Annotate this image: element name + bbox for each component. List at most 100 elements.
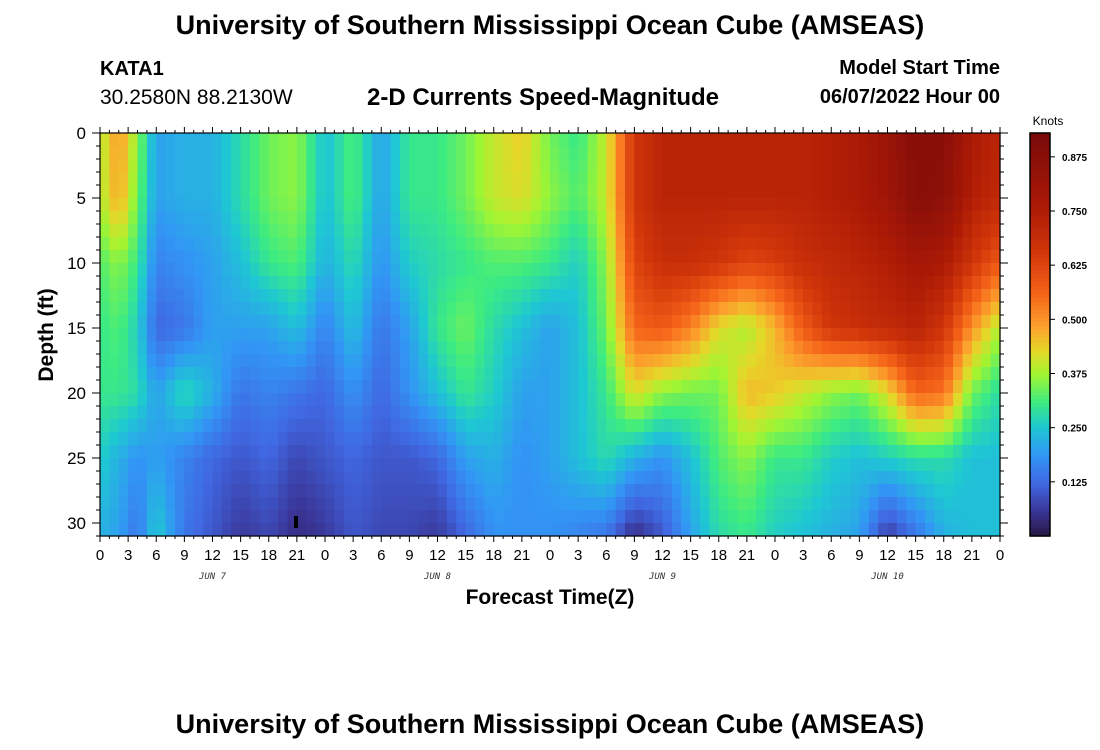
heatmap-cell — [531, 211, 542, 225]
heatmap-cell — [400, 185, 410, 199]
heatmap-cell — [268, 367, 279, 381]
heatmap-cell — [821, 289, 832, 303]
heatmap-cell — [681, 159, 692, 173]
heatmap-cell — [681, 237, 692, 251]
heatmap-cell — [709, 328, 720, 342]
heatmap-cell — [953, 419, 964, 433]
heatmap-cell — [934, 185, 945, 199]
heatmap-cell — [409, 328, 420, 342]
heatmap-cell — [634, 471, 645, 485]
x-tick-label: 12 — [654, 547, 671, 564]
heatmap-cell — [259, 367, 270, 381]
heatmap-cell — [925, 185, 935, 199]
heatmap-cell — [146, 224, 157, 238]
heatmap-cell — [793, 211, 804, 225]
heatmap-cell — [831, 289, 842, 303]
heatmap-cell — [990, 237, 1001, 251]
heatmap-cell — [165, 510, 176, 524]
heatmap-cell — [287, 432, 298, 446]
heatmap-cell — [184, 393, 195, 407]
heatmap-cell — [503, 172, 514, 186]
heatmap-cell — [325, 289, 335, 303]
heatmap-cell — [850, 224, 860, 238]
heatmap-cell — [793, 263, 804, 277]
heatmap-cell — [353, 380, 364, 394]
heatmap-cell — [784, 146, 795, 160]
heatmap-cell — [465, 354, 476, 368]
heatmap-cell — [137, 263, 148, 277]
heatmap-cell — [184, 354, 195, 368]
colorbar-tick-label: 0.625 — [1062, 261, 1087, 272]
heatmap-cell — [784, 302, 795, 316]
heatmap-cell — [671, 341, 682, 355]
heatmap-cell — [943, 315, 954, 329]
heatmap-cell — [737, 380, 748, 394]
heatmap-cell — [990, 198, 1001, 212]
x-tick-label: 21 — [739, 547, 756, 564]
heatmap-cell — [718, 458, 729, 472]
heatmap-cell — [568, 172, 579, 186]
heatmap-cell — [728, 289, 739, 303]
heatmap-cell — [803, 211, 814, 225]
heatmap-cell — [596, 484, 607, 498]
colorbar-segment — [1030, 189, 1050, 195]
heatmap-cell — [334, 497, 345, 511]
heatmap-cell — [146, 393, 157, 407]
heatmap-cell — [446, 146, 457, 160]
heatmap-cell — [315, 367, 326, 381]
heatmap-cell — [981, 224, 992, 238]
heatmap-cell — [531, 523, 542, 537]
heatmap-cell — [456, 159, 467, 173]
heatmap-cell — [625, 523, 635, 537]
heatmap-cell — [831, 406, 842, 420]
heatmap-cell — [193, 484, 204, 498]
heatmap-cell — [587, 237, 598, 251]
heatmap-cell — [296, 276, 307, 290]
heatmap-cell — [390, 419, 401, 433]
heatmap-cell — [212, 159, 223, 173]
heatmap-cell — [775, 354, 785, 368]
heatmap-cell — [362, 380, 373, 394]
heatmap-cell — [756, 445, 767, 459]
heatmap-cell — [118, 497, 129, 511]
heatmap-cell — [700, 250, 710, 264]
x-tick-label: 21 — [964, 547, 981, 564]
heatmap-cell — [793, 484, 804, 498]
heatmap-cell — [962, 354, 973, 368]
heatmap-cell — [156, 380, 167, 394]
colorbar-segment — [1030, 499, 1050, 505]
heatmap-cell — [184, 289, 195, 303]
heatmap-cell — [512, 276, 523, 290]
heatmap-cell — [221, 367, 232, 381]
heatmap-cell — [587, 406, 598, 420]
heatmap-cell — [456, 445, 467, 459]
heatmap-cell — [353, 185, 364, 199]
x-tick-label: 0 — [96, 547, 104, 564]
heatmap-cell — [596, 341, 607, 355]
heatmap-cell — [971, 237, 982, 251]
heatmap-cell — [240, 276, 251, 290]
heatmap-cell — [765, 289, 776, 303]
y-tick-label: 10 — [67, 254, 86, 273]
heatmap-cell — [634, 289, 645, 303]
heatmap-cell — [643, 146, 654, 160]
heatmap-cell — [259, 445, 270, 459]
heatmap-cell — [671, 302, 682, 316]
heatmap-cell — [962, 185, 973, 199]
heatmap-cell — [531, 302, 542, 316]
heatmap-cell — [184, 328, 195, 342]
heatmap-cell — [503, 159, 514, 173]
heatmap-cell — [428, 133, 439, 147]
heatmap-cell — [625, 263, 635, 277]
heatmap-cell — [634, 354, 645, 368]
heatmap-cell — [840, 328, 851, 342]
heatmap-cell — [859, 146, 870, 160]
heatmap-cell — [587, 250, 598, 264]
heatmap-cell — [540, 146, 551, 160]
heatmap-cell — [212, 263, 223, 277]
heatmap-cell — [390, 159, 401, 173]
heatmap-cell — [475, 146, 485, 160]
heatmap-cell — [878, 458, 889, 472]
heatmap-cell — [915, 198, 926, 212]
